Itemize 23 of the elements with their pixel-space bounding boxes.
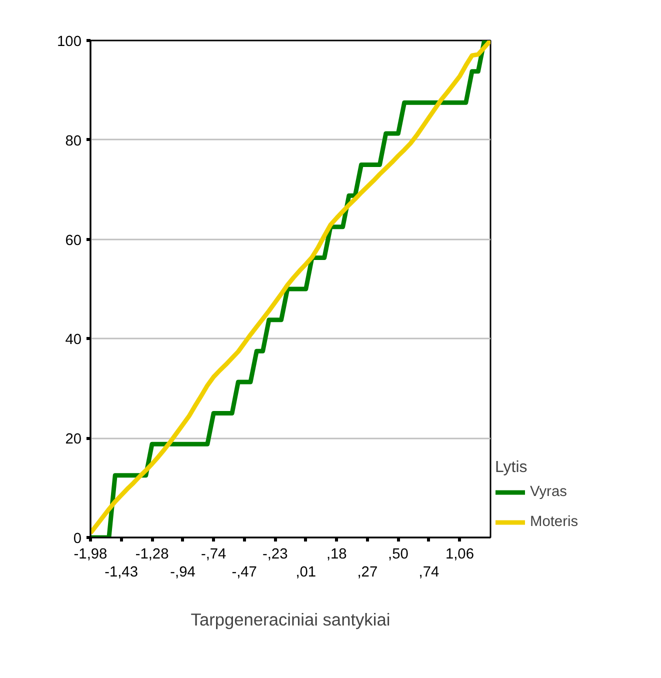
x-axis-title: Tarpgeneraciniai santykiai: [190, 610, 390, 630]
legend-label: Vyras: [530, 484, 567, 500]
y-tick-label: 0: [73, 531, 82, 547]
y-tick-label: 60: [65, 232, 82, 249]
x-tick-label: ,27: [357, 564, 378, 580]
x-tick-label: ,01: [296, 564, 316, 580]
x-tick-label: ,74: [418, 564, 440, 580]
x-tick-label: ,50: [388, 546, 408, 562]
x-tick-label: -,74: [200, 546, 226, 562]
x-tick-label: 1,06: [445, 546, 474, 562]
x-tick-label: ,18: [326, 546, 347, 562]
x-tick-label: -,47: [232, 564, 257, 580]
y-tick-label: 20: [65, 432, 82, 448]
x-tick-label: -1,98: [74, 546, 108, 562]
x-tick-label: -1,28: [135, 546, 169, 562]
legend-label: Moteris: [530, 514, 578, 530]
x-tick-label: -,23: [262, 546, 288, 562]
y-tick-label: 100: [57, 34, 82, 50]
x-tick-label: -1,43: [104, 564, 138, 580]
y-tick-label: 80: [65, 133, 82, 150]
legend-title: Lytis: [495, 459, 528, 477]
y-tick-label: 40: [65, 332, 82, 348]
x-tick-label: -,94: [170, 564, 196, 580]
